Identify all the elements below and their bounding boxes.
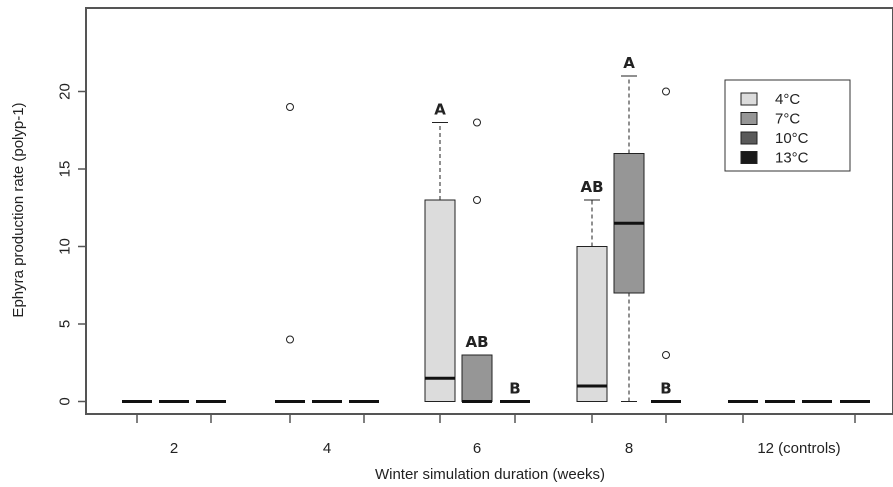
box-body bbox=[424, 199, 456, 402]
x-axis-title: Winter simulation duration (weeks) bbox=[375, 466, 605, 483]
box-series bbox=[122, 75, 870, 403]
y-tick-label: 0 bbox=[57, 397, 74, 405]
y-tick-label: 10 bbox=[57, 238, 74, 255]
legend-swatch bbox=[740, 112, 758, 125]
outlier-point bbox=[286, 335, 294, 344]
legend-label: 10°C bbox=[775, 130, 809, 147]
y-tick-label: 15 bbox=[57, 161, 74, 178]
y-tick-label: 20 bbox=[57, 83, 74, 100]
outlier-point bbox=[286, 103, 294, 111]
x-tick-label: 4 bbox=[323, 440, 331, 457]
x-tick-label: 6 bbox=[473, 440, 481, 457]
legend-label: 4°C bbox=[775, 91, 800, 108]
legend-swatch bbox=[740, 131, 758, 145]
legend: 4°C 7°C 10°C 13°C bbox=[724, 79, 851, 172]
outlier-point bbox=[473, 118, 481, 127]
significance-label: AB bbox=[580, 178, 603, 196]
y-tick-label: 5 bbox=[57, 320, 74, 328]
x-tick-label: 2 bbox=[170, 440, 178, 457]
significance-label: B bbox=[660, 380, 671, 398]
significance-label: AB bbox=[465, 333, 488, 351]
x-tick-label: 12 (controls) bbox=[757, 440, 840, 457]
legend-swatch bbox=[740, 92, 758, 106]
plot-area-frame bbox=[85, 7, 893, 415]
legend-label: 13°C bbox=[775, 150, 809, 167]
y-axis: 0 5 10 15 20 bbox=[57, 83, 87, 406]
legend-swatch bbox=[740, 151, 758, 164]
box-body bbox=[576, 246, 608, 402]
legend-label: 7°C bbox=[775, 111, 800, 128]
y-axis-title: Ephyra production rate (polyp-1) bbox=[10, 102, 27, 317]
significance-label: A bbox=[434, 101, 446, 119]
significance-label: A bbox=[623, 54, 635, 72]
outlier-point bbox=[662, 351, 670, 359]
outlier-point bbox=[473, 196, 481, 204]
x-tick-label: 8 bbox=[625, 440, 633, 457]
x-axis: 2 4 6 8 12 (controls) bbox=[136, 414, 856, 457]
outlier-point bbox=[662, 87, 670, 96]
box-body bbox=[461, 354, 493, 402]
significance-label: B bbox=[509, 380, 520, 398]
